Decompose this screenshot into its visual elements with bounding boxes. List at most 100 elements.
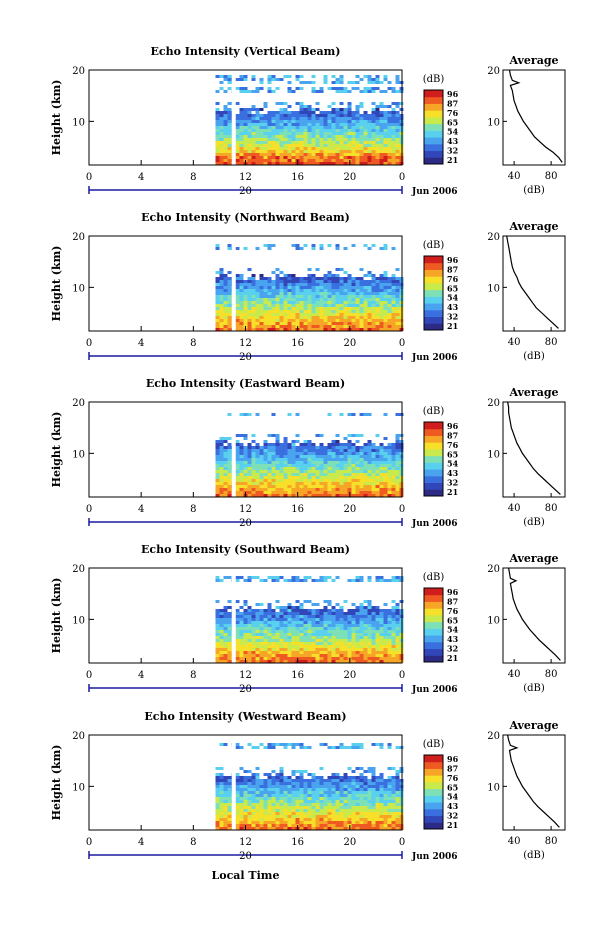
heatmap-cell — [356, 642, 360, 645]
heatmap-cell — [284, 779, 288, 782]
heatmap-cell — [384, 467, 388, 470]
heatmap-cell — [284, 624, 288, 627]
heatmap-cell — [392, 325, 396, 328]
heatmap-cell — [364, 150, 368, 153]
heatmap-cell — [256, 746, 260, 749]
heatmap-cell — [388, 117, 392, 120]
heatmap-cell — [372, 159, 376, 162]
heatmap-cell — [288, 105, 292, 108]
heatmap-cell — [268, 642, 272, 645]
heatmap-cell — [384, 325, 388, 328]
heatmap-cell — [368, 90, 372, 93]
heatmap-cell — [356, 105, 360, 108]
heatmap-cell — [332, 81, 336, 84]
heatmap-cell — [248, 449, 252, 452]
heatmap-cell — [372, 476, 376, 479]
heatmap-cell — [224, 316, 228, 319]
heatmap-cell — [252, 624, 256, 627]
heatmap-cell — [284, 280, 288, 283]
heatmap-cell — [228, 818, 232, 821]
heatmap-cell — [352, 322, 356, 325]
heatmap-cell — [348, 440, 352, 443]
heatmap-cell — [368, 636, 372, 639]
heatmap-cell — [268, 298, 272, 301]
heatmap-cell — [340, 455, 344, 458]
heatmap-cell — [224, 624, 228, 627]
heatmap-cell — [356, 776, 360, 779]
heatmap-cell — [304, 482, 308, 485]
heatmap-cell — [224, 144, 228, 147]
heatmap-cell — [356, 114, 360, 117]
heatmap-cell — [312, 295, 316, 298]
heatmap-cell — [320, 636, 324, 639]
heatmap-cell — [268, 301, 272, 304]
heatmap-cell — [368, 117, 372, 120]
heatmap-cell — [264, 449, 268, 452]
heatmap-cell — [376, 123, 380, 126]
heatmap-cell — [316, 452, 320, 455]
heatmap-cell — [380, 289, 384, 292]
heatmap-cell — [356, 280, 360, 283]
heatmap-cell — [384, 785, 388, 788]
heatmap-cell — [348, 579, 352, 582]
heatmap-cell — [380, 615, 384, 618]
heatmap-cell — [332, 452, 336, 455]
heatmap-cell — [316, 322, 320, 325]
heatmap-cell — [224, 794, 228, 797]
heatmap-cell — [284, 645, 288, 648]
heatmap-cell — [288, 292, 292, 295]
heatmap-cell — [368, 470, 372, 473]
heatmap-cell — [340, 102, 344, 105]
heatmap-cell — [392, 654, 396, 657]
heatmap-cell — [252, 773, 256, 776]
heatmap-cell — [272, 770, 276, 773]
heatmap-cell — [264, 138, 268, 141]
heatmap-cell — [284, 292, 288, 295]
heatmap-cell — [312, 624, 316, 627]
heatmap-cell — [396, 292, 400, 295]
heatmap-cell — [324, 618, 328, 621]
heatmap-cell — [248, 485, 252, 488]
heatmap-cell — [248, 642, 252, 645]
heatmap-cell — [328, 600, 332, 603]
heatmap-cell — [272, 159, 276, 162]
heatmap-cell — [220, 304, 224, 307]
heatmap-cell — [372, 286, 376, 289]
heatmap-cell — [352, 159, 356, 162]
heatmap-cell — [312, 247, 316, 250]
heatmap-cell — [316, 612, 320, 615]
heatmap-cell — [244, 292, 248, 295]
heatmap-cell — [228, 87, 232, 90]
heatmap-cell — [224, 437, 228, 440]
heatmap-cell — [240, 150, 244, 153]
heatmap-cell — [252, 108, 256, 111]
heatmap-cell — [224, 657, 228, 660]
heatmap-cell — [392, 648, 396, 651]
heatmap-cell — [264, 746, 268, 749]
heatmap-cell — [260, 812, 264, 815]
heatmap-cell — [360, 800, 364, 803]
heatmap-cell — [348, 621, 352, 624]
heatmap-cell — [380, 482, 384, 485]
heatmap-cell — [296, 461, 300, 464]
heatmap-cell — [376, 461, 380, 464]
heatmap-cell — [264, 461, 268, 464]
heatmap-cell — [224, 464, 228, 467]
heatmap-cell — [296, 470, 300, 473]
heatmap-cell — [340, 470, 344, 473]
heatmap-cell — [240, 153, 244, 156]
heatmap-cell — [312, 144, 316, 147]
heatmap-cell — [328, 476, 332, 479]
heatmap-cell — [392, 298, 396, 301]
heatmap-cell — [396, 144, 400, 147]
heatmap-cell — [300, 108, 304, 111]
heatmap-cell — [224, 123, 228, 126]
heatmap-cell — [216, 120, 220, 123]
chart-title: Echo Intensity (Eastward Beam) — [146, 377, 345, 390]
heatmap-cell — [288, 81, 292, 84]
heatmap-cell — [256, 123, 260, 126]
heatmap-cell — [244, 651, 248, 654]
heatmap-cell — [364, 307, 368, 310]
heatmap-cell — [332, 75, 336, 78]
heatmap-cell — [248, 307, 252, 310]
